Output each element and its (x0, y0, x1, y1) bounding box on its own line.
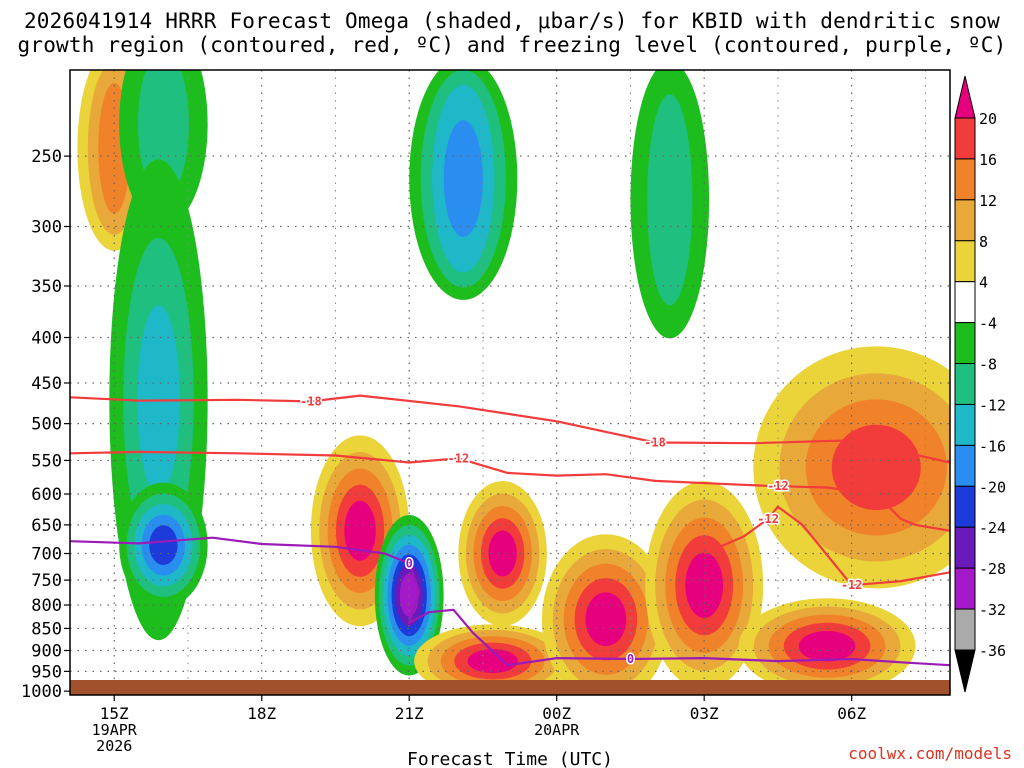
colorbar-swatch-5 (954, 322, 976, 365)
y-tick-label-600: 600 (31, 485, 62, 505)
contour-label-2-1: -12 (841, 578, 863, 592)
colorbar-label--12: -12 (979, 396, 1006, 414)
colorbar-label-12: 12 (979, 192, 997, 210)
omega-region-11-level-4 (798, 630, 856, 662)
colorbar-swatch-8 (954, 444, 976, 487)
x-tick-label-03Z: 03Z (690, 704, 719, 723)
contour-label-3-1: 0 (627, 652, 634, 666)
colorbar-swatch-7 (954, 403, 976, 446)
y-tick-label-500: 500 (31, 415, 62, 435)
colorbar-swatch-3 (954, 240, 976, 283)
x-tick-label-00Z: 00Z (542, 704, 571, 723)
colorbar-swatch-11 (954, 567, 976, 610)
colorbar-swatch-1 (954, 158, 976, 201)
contour-freezing-level-0C (70, 536, 950, 667)
colorbar-label-8: 8 (979, 233, 988, 251)
x-tick-sublabel-2026: 2026 (96, 737, 132, 755)
colorbar-label--24: -24 (979, 519, 1006, 537)
colorbar-swatch-2 (954, 199, 976, 242)
colorbar-top-triangle (954, 75, 976, 119)
colorbar-swatch-4 (954, 281, 976, 324)
colorbar-label--4: -4 (979, 315, 997, 333)
omega-region-8-level-3 (443, 120, 483, 238)
colorbar-label--32: -32 (979, 601, 1006, 619)
y-tick-label-350: 350 (31, 277, 62, 297)
omega-region-10-level-4 (685, 552, 724, 618)
colorbar-label--8: -8 (979, 356, 997, 374)
contour-label-2-0: -12 (757, 512, 779, 526)
x-axis-label: Forecast Time (UTC) (407, 749, 613, 768)
colorbar-label--36: -36 (979, 642, 1006, 660)
x-tick-label-18Z: 18Z (247, 704, 276, 723)
y-tick-label-550: 550 (31, 451, 62, 471)
colorbar-swatch-10 (954, 526, 976, 569)
colorbar-label--16: -16 (979, 437, 1006, 455)
chart-title-line-2: growth region (contoured, red, ºC) and f… (17, 33, 1007, 57)
colorbar-label-4: 4 (979, 274, 988, 292)
x-tick-label-21Z: 21Z (395, 704, 424, 723)
y-axis: 2503003504004505005506006507007508008509… (21, 147, 70, 702)
colorbar-label--28: -28 (979, 560, 1006, 578)
omega-region-13-level-1 (647, 94, 693, 306)
y-tick-label-800: 800 (31, 596, 62, 616)
y-tick-label-1000: 1000 (21, 682, 62, 702)
contour-label-0-1: -18 (644, 435, 666, 449)
contour-dendritic--12-lower (703, 505, 950, 587)
colorbar-label--20: -20 (979, 478, 1006, 496)
y-tick-label-300: 300 (31, 217, 62, 237)
contour-label-3-0: 0 (406, 556, 413, 570)
omega-region-6-level-4 (488, 530, 517, 577)
contour-label-0-0: -18 (300, 394, 322, 408)
contour-dendritic--18 (70, 394, 950, 464)
y-tick-label-850: 850 (31, 619, 62, 639)
colorbar-swatch-9 (954, 485, 976, 528)
x-tick-sublabel-20APR: 20APR (534, 721, 580, 739)
y-tick-label-450: 450 (31, 374, 62, 394)
colorbar-swatch-12 (954, 608, 976, 651)
contour-label-1-1: -12 (767, 479, 789, 493)
y-tick-label-400: 400 (31, 329, 62, 349)
y-tick-label-750: 750 (31, 571, 62, 591)
y-tick-label-250: 250 (31, 147, 62, 167)
omega-region-7-level-4 (467, 649, 518, 674)
colorbar-swatch-6 (954, 363, 976, 405)
contour-lines: -18 -18 -12 -12 -12 -12 0 0 (70, 393, 950, 667)
omega-shading (77, 70, 950, 695)
y-tick-label-650: 650 (31, 516, 62, 536)
colorbar-bottom-triangle (954, 649, 976, 693)
credit-text: coolwx.com/models (848, 744, 1012, 763)
x-tick-label-15Z: 15Z (100, 704, 129, 723)
omega-region-12-level-3 (831, 424, 921, 511)
y-tick-label-950: 950 (31, 662, 62, 682)
colorbar-label-16: 16 (979, 151, 997, 169)
chart-title-line-1: 2026041914 HRRR Forecast Omega (shaded, … (23, 9, 1001, 33)
contour-dendritic--12-upper (70, 450, 950, 532)
x-tick-label-06Z: 06Z (837, 704, 866, 723)
x-tick-sublabel-19APR: 19APR (92, 721, 138, 739)
colorbar-label-20: 20 (979, 110, 997, 128)
y-tick-label-700: 700 (31, 545, 62, 565)
omega-region-9-level-4 (585, 592, 627, 647)
colorbar: 20 16 12 8 4 -4 -8 -12 -16 -20 -24 -28 -32 -36 (954, 75, 1006, 693)
colorbar-swatch-0 (954, 117, 976, 160)
ground-strip (70, 680, 950, 695)
y-tick-label-900: 900 (31, 641, 62, 661)
omega-region-4-level-4 (344, 500, 376, 561)
contour-label-1-0: -12 (448, 451, 470, 465)
omega-region-3-level-4 (149, 525, 178, 565)
